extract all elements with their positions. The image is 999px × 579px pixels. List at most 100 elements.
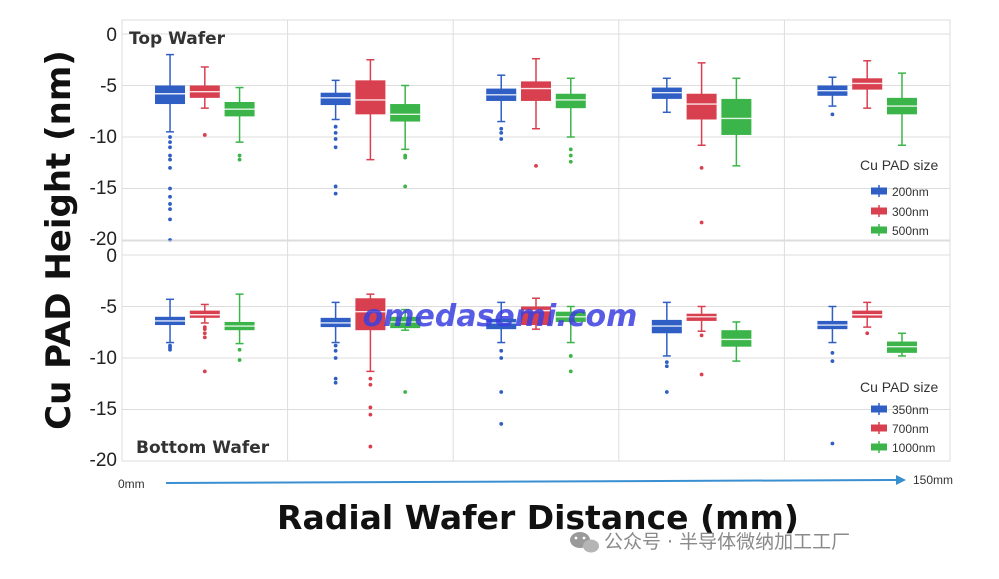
box-700nm	[852, 301, 883, 336]
box-iqr	[486, 318, 517, 330]
legend-swatch	[871, 187, 887, 195]
box-300nm	[686, 62, 717, 225]
wechat-icon	[570, 532, 599, 553]
outlier-point	[168, 347, 172, 352]
outlier-point	[237, 157, 242, 162]
box-iqr	[320, 92, 351, 106]
y-tick-label: -5	[100, 76, 117, 97]
outlier-point	[830, 350, 835, 355]
legend-title: Cu PAD size	[860, 379, 939, 395]
outlier-point	[168, 140, 172, 145]
box-700nm	[355, 293, 386, 449]
outlier-point	[333, 343, 338, 348]
outlier-point	[333, 124, 338, 129]
outlier-point	[568, 369, 573, 374]
outlier-point	[333, 356, 338, 360]
x-axis-label: Radial Wafer Distance (mm)	[277, 498, 799, 537]
outlier-point	[865, 331, 870, 336]
box-iqr	[390, 104, 421, 122]
y-tick-label: -10	[90, 348, 117, 369]
outlier-point	[168, 135, 172, 139]
legend-label: 300nm	[892, 205, 929, 219]
outlier-point	[333, 380, 338, 385]
box-200nm	[651, 77, 682, 114]
top-legend: Cu PAD size 200nm 300nm 500nm	[860, 157, 939, 238]
box-200nm	[155, 53, 186, 242]
bottom-wafer-panel	[121, 240, 951, 462]
box-1000nm	[721, 321, 752, 362]
y-tick-label: 0	[106, 246, 117, 267]
outlier-point	[368, 412, 373, 417]
box-1000nm	[886, 332, 917, 357]
y-axis-label: Cu PAD Height (nm)	[39, 50, 79, 430]
box-iqr	[686, 93, 717, 120]
box-500nm	[390, 84, 421, 189]
legend-label: 350nm	[892, 403, 929, 417]
outlier-point	[368, 444, 373, 449]
outlier-point	[499, 137, 504, 141]
box-300nm	[189, 66, 220, 137]
y-tick-label: 0	[106, 25, 117, 46]
outlier-point	[499, 422, 504, 426]
top-wafer-title: Top Wafer	[129, 29, 226, 49]
outlier-point	[168, 166, 172, 170]
bottom-wafer-title: Bottom Wafer	[136, 438, 270, 458]
x-start-label: 0mm	[118, 477, 145, 491]
outlier-point	[202, 133, 207, 137]
box-350nm	[651, 301, 682, 394]
outlier-point	[168, 207, 172, 212]
bottom-legend: Cu PAD size 350nm 700nm 1000nm	[860, 379, 939, 455]
box-700nm	[521, 297, 551, 330]
outlier-point	[699, 166, 704, 170]
outlier-point	[168, 145, 172, 150]
x-end-label: 150mm	[913, 473, 953, 487]
outlier-point	[237, 153, 242, 158]
y-tick-label: -20	[90, 450, 117, 471]
legend-label: 200nm	[892, 185, 929, 199]
outlier-point	[830, 441, 835, 446]
box-iqr	[555, 93, 586, 109]
outlier-point	[568, 153, 573, 158]
outlier-point	[202, 335, 207, 340]
outlier-point	[202, 327, 207, 332]
outlier-point	[499, 348, 504, 353]
outlier-point	[568, 147, 573, 152]
box-iqr	[721, 98, 752, 135]
box-200nm	[320, 79, 351, 196]
outlier-point	[368, 405, 373, 410]
box-1000nm	[224, 293, 255, 362]
footer-text: 公众号 · 半导体微纳加工工厂	[604, 531, 850, 553]
legend-swatch	[871, 226, 887, 234]
box-300nm	[521, 57, 551, 168]
box-200nm	[486, 74, 517, 141]
outlier-point	[333, 376, 338, 381]
box-350nm	[155, 298, 186, 352]
box-iqr	[155, 85, 186, 105]
box-350nm	[817, 305, 848, 446]
y-tick-label: -20	[90, 229, 117, 250]
outlier-point	[202, 331, 207, 336]
box-iqr	[721, 330, 752, 347]
outlier-point	[499, 390, 504, 394]
y-tick-label: -10	[90, 127, 117, 148]
outlier-point	[333, 137, 338, 141]
outlier-point	[333, 348, 338, 353]
outlier-point	[403, 390, 408, 394]
outlier-point	[499, 126, 504, 131]
outlier-point	[168, 157, 172, 162]
legend-label: 500nm	[892, 224, 929, 238]
box-iqr	[521, 81, 551, 101]
legend-swatch	[871, 207, 887, 215]
outlier-point	[699, 220, 704, 225]
y-tick-label: -5	[100, 297, 117, 318]
outlier-point	[403, 155, 408, 160]
box-300nm	[355, 59, 386, 161]
legend-swatch	[871, 405, 887, 413]
outlier-point	[368, 382, 373, 387]
outlier-point	[403, 184, 408, 189]
outlier-point	[499, 356, 504, 360]
top-wafer-panel	[121, 19, 951, 242]
box-500nm	[555, 77, 586, 164]
footer: 公众号 · 半导体微纳加工工厂	[570, 531, 850, 553]
